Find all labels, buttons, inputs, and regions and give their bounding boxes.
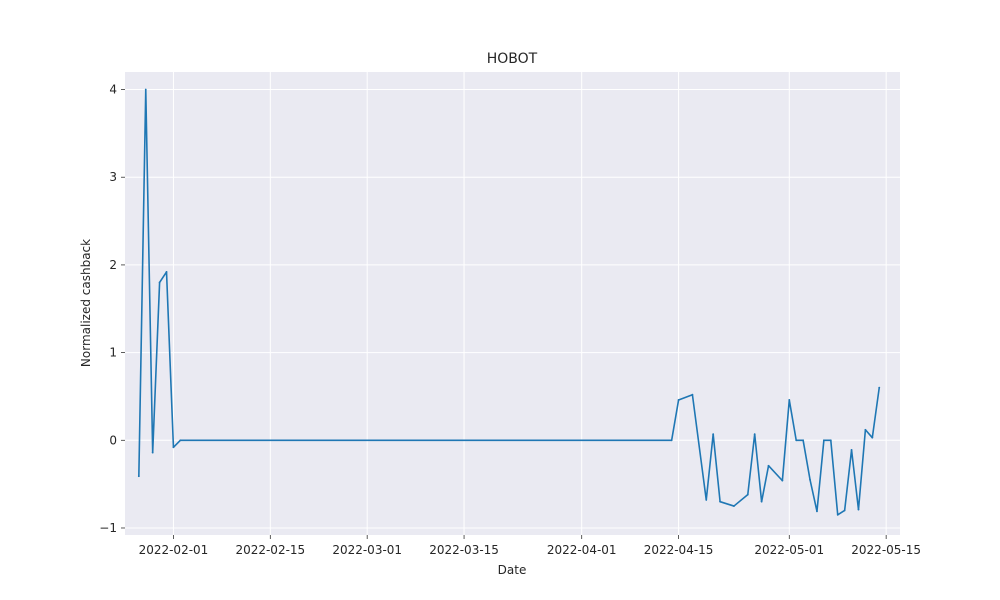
- data-point: [733, 505, 735, 507]
- x-tick-label: 2022-04-15: [644, 543, 714, 557]
- data-point: [753, 433, 756, 436]
- axis-ticks: 2022-02-01 2022-02-15 2022-03-01 2022-03-15…: [99, 83, 921, 557]
- data-point: [802, 439, 805, 442]
- data-point: [719, 500, 721, 503]
- data-point: [878, 386, 881, 389]
- y-axis-label: Normalized cashback: [79, 239, 93, 367]
- data-point: [795, 439, 798, 442]
- y-tick-label: 3: [109, 170, 117, 184]
- data-point: [816, 510, 818, 513]
- data-point: [760, 500, 763, 503]
- data-point: [712, 433, 715, 436]
- data-point: [809, 478, 811, 481]
- data-point: [705, 499, 708, 501]
- data-point: [864, 428, 867, 431]
- data-point: [179, 439, 182, 442]
- data-point: [767, 464, 770, 467]
- data-point: [151, 451, 154, 454]
- data-point: [850, 449, 853, 451]
- data-point: [822, 439, 825, 442]
- x-tick-label: 2022-03-01: [332, 543, 402, 557]
- data-point: [836, 513, 839, 516]
- y-tick-label: 0: [109, 433, 117, 447]
- data-point: [857, 508, 860, 511]
- data-point: [677, 399, 680, 401]
- data-point: [829, 439, 832, 442]
- data-point: [843, 509, 846, 512]
- chart-title: HOBOT: [487, 51, 538, 67]
- data-point: [781, 479, 784, 482]
- series-layer: [137, 88, 881, 516]
- x-tick-label: 2022-05-15: [851, 543, 921, 557]
- data-point: [788, 399, 791, 401]
- data-point: [158, 281, 161, 284]
- data-point: [137, 475, 140, 478]
- y-tick-label: −1: [99, 521, 117, 535]
- y-tick-label: 1: [109, 346, 117, 360]
- data-point: [172, 446, 175, 449]
- x-tick-label: 2022-05-01: [754, 543, 824, 557]
- data-point: [691, 393, 694, 396]
- x-tick-label: 2022-04-01: [547, 543, 617, 557]
- data-point: [746, 493, 749, 496]
- x-tick-label: 2022-02-01: [139, 543, 209, 557]
- x-axis-label: Date: [498, 563, 527, 577]
- plot-area: [125, 72, 900, 535]
- y-tick-label: 2: [109, 258, 117, 272]
- x-tick-label: 2022-03-15: [429, 543, 499, 557]
- data-point: [871, 436, 874, 439]
- data-point: [144, 88, 147, 91]
- x-tick-label: 2022-02-15: [235, 543, 305, 557]
- y-tick-label: 4: [109, 83, 117, 97]
- data-point: [165, 271, 168, 273]
- data-point: [670, 439, 673, 442]
